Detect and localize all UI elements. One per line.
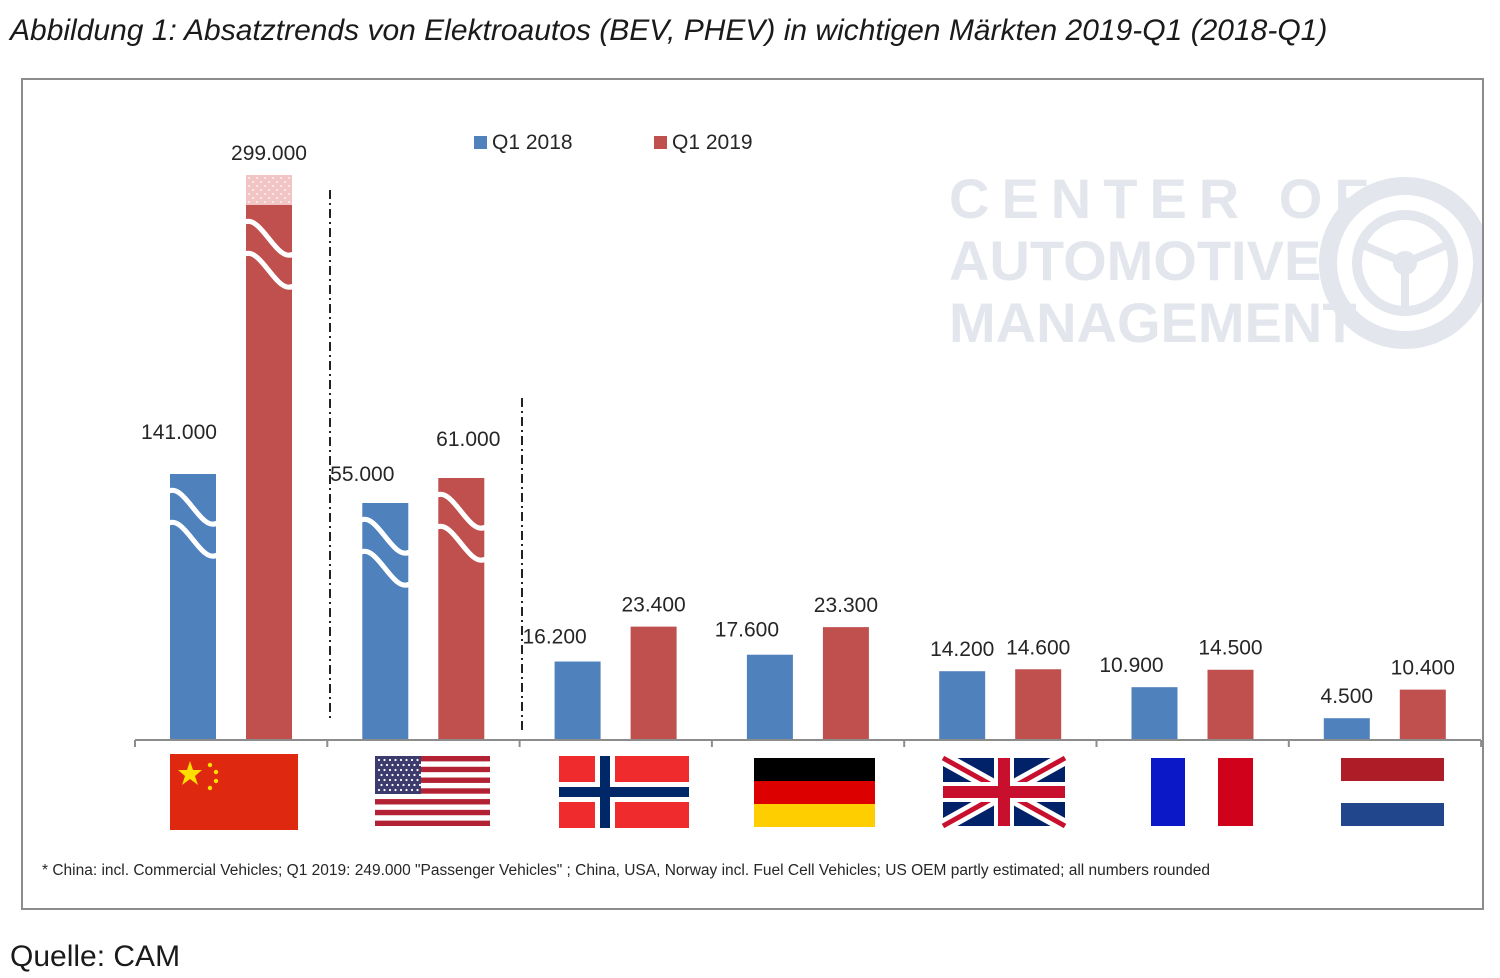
bar-united-kingdom-q1-2019 xyxy=(1015,669,1062,740)
steering-wheel-seal-icon xyxy=(1319,177,1491,349)
bar-china-q1-2018-break-2 xyxy=(165,519,221,559)
bar-usa-q1-2019-break-2 xyxy=(433,523,489,563)
bar-china-q1-2018 xyxy=(170,474,216,740)
bar-france-q1-2018 xyxy=(1131,687,1178,740)
bar-usa-q1-2018-break-2 xyxy=(357,548,413,588)
bar-china-q1-2019-hatched-top xyxy=(246,175,292,205)
germany-flag-icon xyxy=(754,758,875,827)
bar-france-q1-2019 xyxy=(1207,669,1254,740)
bar-norway-q1-2019 xyxy=(630,626,677,740)
legend-swatch-q1-2019 xyxy=(654,136,667,149)
bar-germany-q1-2018 xyxy=(746,654,793,740)
data-label-united-kingdom-q1-2019: 14.600 xyxy=(1006,636,1070,659)
data-label-germany-q1-2019: 23.300 xyxy=(814,594,878,617)
bar-usa-q1-2018-break-1 xyxy=(357,516,413,556)
watermark-line-3: MANAGEMENT xyxy=(949,291,1357,354)
bar-china-q1-2019-break-2 xyxy=(241,250,297,290)
data-label-norway-q1-2018: 16.200 xyxy=(522,626,586,649)
source-note: Quelle: CAM xyxy=(10,940,181,973)
netherlands-flag-icon xyxy=(1341,758,1444,826)
data-label-netherlands-q1-2018: 4.500 xyxy=(1321,685,1374,708)
usa-flag-icon xyxy=(375,756,490,826)
bar-china-q1-2019 xyxy=(246,175,292,740)
data-label-france-q1-2018: 10.900 xyxy=(1099,654,1163,677)
bar-netherlands-q1-2018 xyxy=(1323,718,1370,740)
x-axis xyxy=(134,739,1483,747)
watermark-line-1: CENTER OF xyxy=(949,167,1381,230)
figure-title: Abbildung 1: Absatztrends von Elektroaut… xyxy=(10,14,1328,47)
cam-watermark: CENTER OF AUTOMOTIVE MANAGEMENT xyxy=(949,167,1491,354)
data-label-france-q1-2019: 14.500 xyxy=(1198,637,1262,660)
china-flag-icon xyxy=(170,754,298,830)
bar-usa-q1-2019 xyxy=(438,478,485,740)
norway-flag-icon xyxy=(559,756,689,828)
chart-frame: CENTER OF AUTOMOTIVE MANAGEMENT Q1 2018 … xyxy=(21,78,1491,910)
legend-label-q1-2019: Q1 2019 xyxy=(672,131,753,154)
bar-netherlands-q1-2019 xyxy=(1399,689,1446,740)
bar-chart: CENTER OF AUTOMOTIVE MANAGEMENT Q1 2018 … xyxy=(42,131,1491,879)
data-label-china-q1-2018: 141.000 xyxy=(141,421,217,444)
bar-germany-q1-2019 xyxy=(822,627,869,740)
chart-footnote: * China: incl. Commercial Vehicles; Q1 2… xyxy=(42,862,1210,879)
legend-swatch-q1-2018 xyxy=(474,136,487,149)
bar-china-q1-2018-break-1 xyxy=(165,487,221,527)
data-label-netherlands-q1-2019: 10.400 xyxy=(1391,657,1455,680)
france-flag-icon xyxy=(1151,758,1253,826)
data-label-norway-q1-2019: 23.400 xyxy=(621,594,685,617)
data-label-germany-q1-2018: 17.600 xyxy=(715,619,779,642)
data-label-usa-q1-2018: 55.000 xyxy=(330,463,394,486)
bar-china-q1-2019-break-1 xyxy=(241,218,297,258)
bar-usa-q1-2018 xyxy=(362,503,409,740)
watermark-line-2: AUTOMOTIVE xyxy=(949,229,1321,292)
bar-norway-q1-2018 xyxy=(554,661,601,740)
uk-flag-icon xyxy=(939,751,1069,833)
legend: Q1 2018 Q1 2019 xyxy=(474,131,753,154)
data-label-usa-q1-2019: 61.000 xyxy=(436,428,500,451)
bar-usa-q1-2019-break-1 xyxy=(433,491,489,531)
legend-label-q1-2018: Q1 2018 xyxy=(492,131,573,154)
data-label-china-q1-2019: 299.000 xyxy=(231,142,307,165)
data-label-united-kingdom-q1-2018: 14.200 xyxy=(930,638,994,661)
bar-united-kingdom-q1-2018 xyxy=(939,671,986,740)
